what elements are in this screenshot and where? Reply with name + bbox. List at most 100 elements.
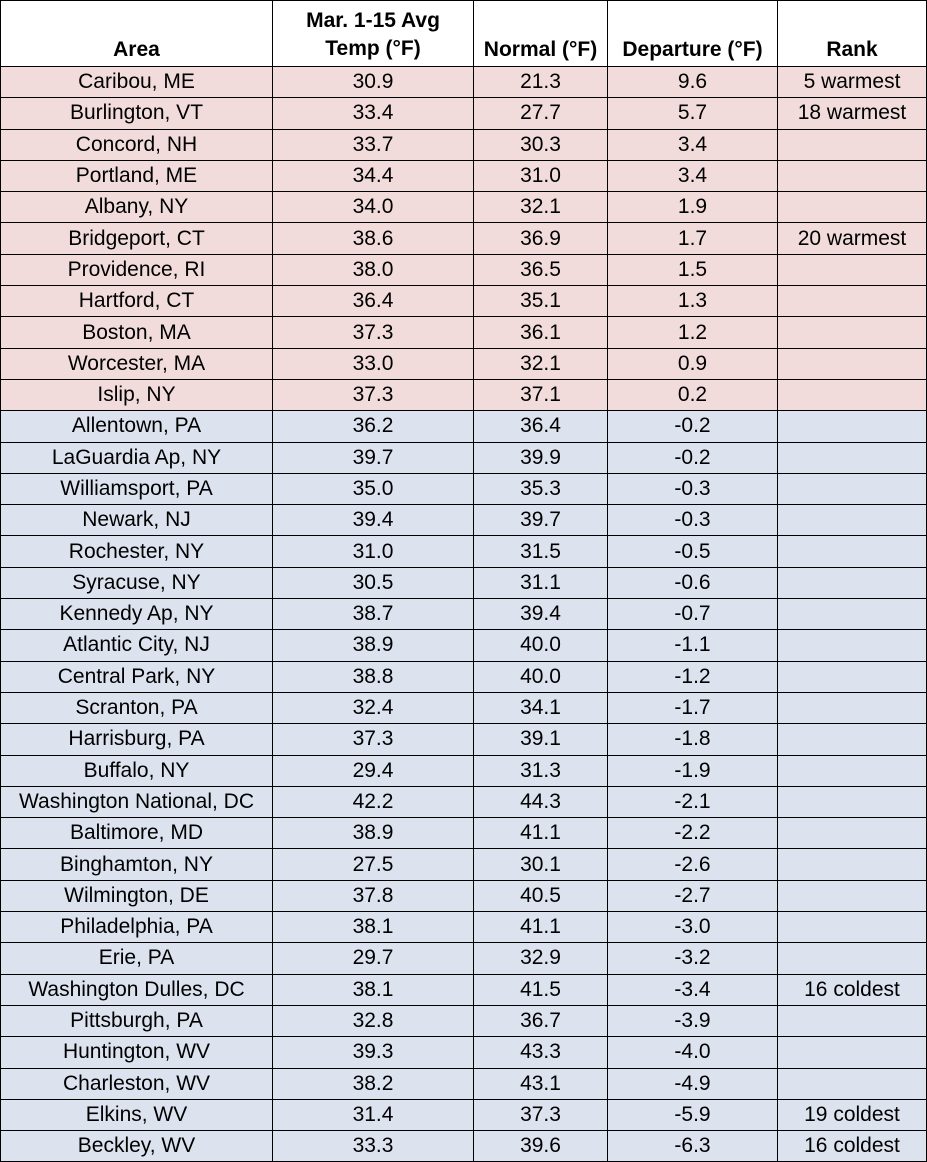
cell-avg-temp: 38.8 — [272, 660, 474, 693]
cell-rank — [777, 1036, 927, 1069]
cell-rank: 5 warmest — [777, 65, 927, 99]
cell-rank — [777, 441, 927, 474]
cell-normal: 27.7 — [473, 97, 608, 130]
cell-avg-temp: 31.0 — [272, 535, 474, 568]
cell-normal: 36.9 — [473, 222, 608, 255]
cell-rank — [777, 785, 927, 819]
cell-area: Islip, NY — [0, 378, 273, 412]
header-row: Area Mar. 1-15 Avg Temp (°F) Normal (°F) … — [0, 0, 927, 67]
cell-area: Portland, ME — [0, 159, 273, 193]
cell-normal: 32.9 — [473, 942, 608, 975]
cell-rank — [777, 378, 927, 412]
cell-rank — [777, 347, 927, 380]
cell-departure: -0.7 — [607, 598, 778, 631]
cell-normal: 39.4 — [473, 598, 608, 631]
cell-departure: 1.9 — [607, 191, 778, 224]
cell-area: Rochester, NY — [0, 535, 273, 568]
cell-normal: 37.3 — [473, 1098, 608, 1132]
cell-avg-temp: 37.8 — [272, 879, 474, 913]
cell-rank — [777, 535, 927, 568]
cell-rank — [777, 128, 927, 161]
cell-rank — [777, 410, 927, 443]
cell-avg-temp: 38.9 — [272, 629, 474, 662]
cell-area: Washington National, DC — [0, 785, 273, 819]
cell-departure: -1.9 — [607, 754, 778, 787]
table-row: Binghamton, NY 27.5 30.1 -2.6 — [0, 848, 927, 881]
cell-normal: 35.1 — [473, 285, 608, 318]
cell-departure: -1.1 — [607, 629, 778, 662]
table-row: Hartford, CT 36.4 35.1 1.3 — [0, 285, 927, 318]
table-row: Burlington, VT 33.4 27.7 5.7 18 warmest — [0, 97, 927, 130]
cell-departure: -0.2 — [607, 410, 778, 443]
table-row: Caribou, ME 30.9 21.3 9.6 5 warmest — [0, 65, 927, 99]
cell-normal: 30.1 — [473, 848, 608, 881]
cell-normal: 41.1 — [473, 911, 608, 944]
table-row: Buffalo, NY 29.4 31.3 -1.9 — [0, 754, 927, 787]
cell-departure: -2.6 — [607, 848, 778, 881]
cell-area: Wilmington, DE — [0, 879, 273, 913]
cell-avg-temp: 37.3 — [272, 378, 474, 412]
cell-normal: 39.9 — [473, 441, 608, 474]
cell-rank — [777, 817, 927, 850]
cell-departure: 1.7 — [607, 222, 778, 255]
cell-departure: -2.2 — [607, 817, 778, 850]
table-row: Williamsport, PA 35.0 35.3 -0.3 — [0, 472, 927, 506]
cell-rank — [777, 691, 927, 725]
cell-departure: -6.3 — [607, 1130, 778, 1162]
cell-departure: -4.0 — [607, 1036, 778, 1069]
cell-rank — [777, 1004, 927, 1038]
cell-avg-temp: 32.4 — [272, 691, 474, 725]
cell-area: Concord, NH — [0, 128, 273, 161]
cell-departure: -1.8 — [607, 723, 778, 756]
cell-area: Central Park, NY — [0, 660, 273, 693]
cell-departure: -3.0 — [607, 911, 778, 944]
cell-rank — [777, 253, 927, 287]
cell-avg-temp: 42.2 — [272, 785, 474, 819]
table-row: Syracuse, NY 30.5 31.1 -0.6 — [0, 566, 927, 600]
cell-normal: 36.4 — [473, 410, 608, 443]
cell-avg-temp: 29.7 — [272, 942, 474, 975]
cell-departure: -0.6 — [607, 566, 778, 600]
cell-normal: 41.5 — [473, 973, 608, 1006]
cell-avg-temp: 39.7 — [272, 441, 474, 474]
cell-departure: -4.9 — [607, 1067, 778, 1100]
table-row: Erie, PA 29.7 32.9 -3.2 — [0, 942, 927, 975]
cell-normal: 40.0 — [473, 629, 608, 662]
cell-area: Binghamton, NY — [0, 848, 273, 881]
cell-area: Worcester, MA — [0, 347, 273, 380]
cell-area: Huntington, WV — [0, 1036, 273, 1069]
cell-normal: 40.0 — [473, 660, 608, 693]
cell-normal: 36.1 — [473, 316, 608, 349]
cell-area: Philadelphia, PA — [0, 911, 273, 944]
cell-normal: 41.1 — [473, 817, 608, 850]
cell-departure: -2.7 — [607, 879, 778, 913]
cell-avg-temp: 39.3 — [272, 1036, 474, 1069]
cell-area: Charleston, WV — [0, 1067, 273, 1100]
table-row: Allentown, PA 36.2 36.4 -0.2 — [0, 410, 927, 443]
cell-avg-temp: 37.3 — [272, 316, 474, 349]
cell-avg-temp: 34.4 — [272, 159, 474, 193]
cell-avg-temp: 38.7 — [272, 598, 474, 631]
table-row: Wilmington, DE 37.8 40.5 -2.7 — [0, 879, 927, 913]
cell-rank — [777, 879, 927, 913]
table-row: Washington National, DC 42.2 44.3 -2.1 — [0, 785, 927, 819]
cell-rank — [777, 285, 927, 318]
cell-rank — [777, 660, 927, 693]
cell-area: Allentown, PA — [0, 410, 273, 443]
cell-avg-temp: 30.9 — [272, 65, 474, 99]
cell-normal: 43.3 — [473, 1036, 608, 1069]
table-row: Baltimore, MD 38.9 41.1 -2.2 — [0, 817, 927, 850]
column-header-departure: Departure (°F) — [607, 0, 778, 67]
cell-rank: 20 warmest — [777, 222, 927, 255]
column-header-avg-temp: Mar. 1-15 Avg Temp (°F) — [272, 0, 474, 67]
cell-departure: -3.2 — [607, 942, 778, 975]
table-row: Harrisburg, PA 37.3 39.1 -1.8 — [0, 723, 927, 756]
table-row: LaGuardia Ap, NY 39.7 39.9 -0.2 — [0, 441, 927, 474]
cell-area: Albany, NY — [0, 191, 273, 224]
table-row: Boston, MA 37.3 36.1 1.2 — [0, 316, 927, 349]
table-row: Elkins, WV 31.4 37.3 -5.9 19 coldest — [0, 1098, 927, 1132]
cell-normal: 36.5 — [473, 253, 608, 287]
table-row: Portland, ME 34.4 31.0 3.4 — [0, 159, 927, 193]
cell-area: Washington Dulles, DC — [0, 973, 273, 1006]
cell-rank — [777, 159, 927, 193]
